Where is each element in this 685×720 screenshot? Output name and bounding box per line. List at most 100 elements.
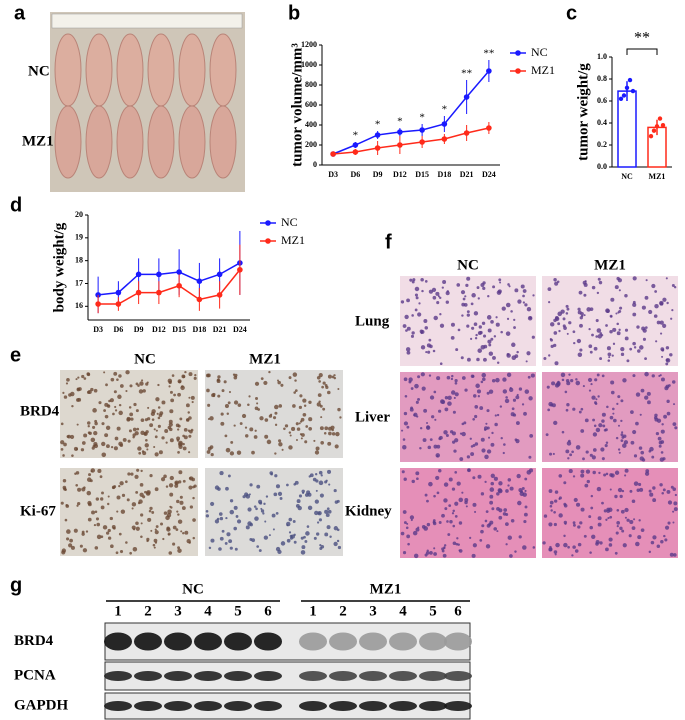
texture	[259, 416, 264, 421]
blot-band	[224, 632, 252, 651]
texture	[502, 377, 507, 382]
texture	[331, 432, 336, 436]
texture	[400, 300, 405, 304]
marker	[486, 125, 492, 131]
texture	[205, 514, 210, 518]
texture	[233, 505, 238, 510]
texture	[498, 481, 503, 486]
texture	[514, 288, 519, 293]
texture	[639, 487, 644, 492]
texture	[251, 538, 256, 543]
texture	[516, 393, 519, 396]
panel-letter: b	[288, 2, 300, 24]
data-point	[660, 123, 666, 128]
texture	[483, 426, 488, 431]
texture	[665, 358, 669, 362]
texture	[178, 480, 182, 484]
texture	[582, 457, 585, 461]
texture	[568, 373, 571, 376]
texture	[82, 548, 88, 553]
texture	[524, 303, 528, 307]
texture	[592, 448, 597, 452]
texture	[548, 547, 553, 552]
texture	[466, 276, 471, 281]
texture	[100, 505, 105, 510]
texture	[119, 384, 124, 388]
texture	[272, 528, 275, 531]
texture	[515, 421, 520, 425]
texture	[175, 528, 179, 532]
texture	[521, 403, 525, 406]
texture	[147, 406, 150, 409]
texture	[294, 389, 298, 392]
texture	[507, 484, 510, 487]
texture	[526, 307, 532, 312]
texture	[579, 323, 583, 328]
texture	[135, 409, 139, 413]
texture	[661, 492, 664, 495]
texture	[62, 479, 67, 483]
texture	[115, 551, 119, 555]
texture	[580, 469, 585, 474]
texture	[436, 376, 441, 381]
texture	[603, 473, 607, 477]
texture	[299, 420, 303, 423]
blot-band	[254, 632, 282, 651]
texture	[589, 307, 594, 312]
texture	[304, 493, 309, 497]
texture	[448, 477, 453, 482]
texture	[620, 439, 624, 442]
texture	[644, 371, 649, 377]
mouse	[178, 33, 206, 107]
texture	[178, 470, 183, 475]
texture	[292, 372, 298, 377]
texture	[302, 412, 307, 417]
texture	[591, 455, 596, 460]
texture	[554, 281, 559, 286]
texture	[263, 535, 269, 540]
texture	[316, 521, 320, 524]
texture	[170, 398, 175, 403]
texture	[516, 473, 521, 479]
texture	[598, 280, 603, 285]
texture	[610, 315, 613, 318]
texture	[404, 394, 408, 398]
texture	[502, 512, 507, 516]
blot-band	[134, 701, 162, 711]
y-tick-label: 17	[75, 278, 83, 287]
texture	[552, 452, 555, 456]
legend-marker	[515, 50, 521, 56]
texture	[597, 277, 601, 281]
texture	[168, 422, 173, 427]
panel-letter: f	[385, 231, 392, 253]
texture	[549, 322, 555, 327]
texture	[94, 510, 98, 513]
marker	[441, 136, 448, 142]
texture	[476, 389, 482, 394]
texture	[326, 507, 330, 511]
texture	[306, 525, 310, 528]
mouse	[85, 105, 113, 179]
texture	[75, 483, 79, 487]
texture	[652, 486, 656, 490]
texture	[649, 492, 654, 497]
texture	[475, 383, 480, 389]
texture	[422, 438, 427, 443]
texture	[427, 445, 432, 450]
y-axis-label: tumor weight/g	[575, 63, 591, 161]
texture	[673, 553, 677, 557]
x-tick-label: D3	[328, 170, 338, 179]
blot-band	[359, 701, 387, 711]
marker	[463, 94, 470, 100]
texture	[318, 518, 322, 522]
texture	[481, 524, 485, 528]
texture	[139, 381, 144, 386]
texture	[406, 298, 410, 303]
texture	[147, 517, 152, 522]
texture	[229, 451, 235, 456]
texture	[177, 546, 181, 550]
texture	[428, 338, 432, 342]
texture	[504, 398, 510, 404]
texture	[674, 426, 678, 430]
texture	[509, 387, 514, 393]
